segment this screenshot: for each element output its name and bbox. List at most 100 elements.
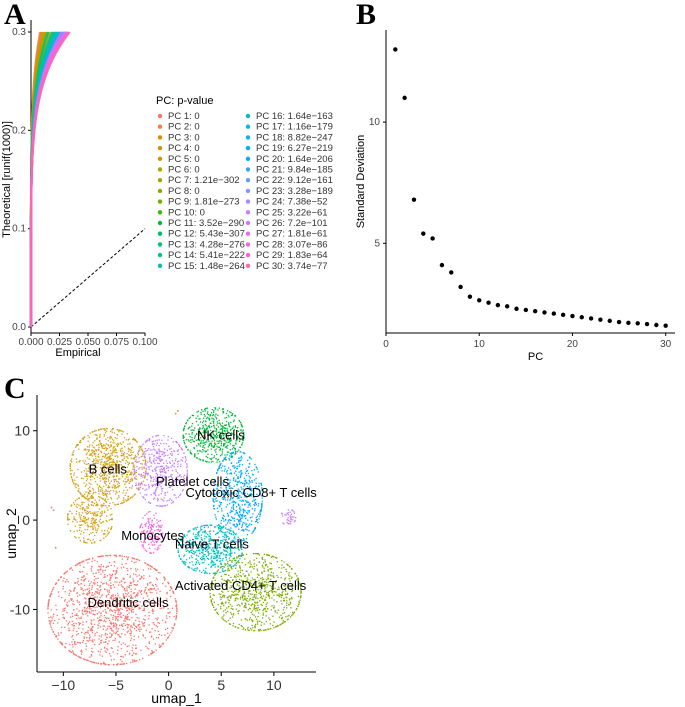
umap-cell bbox=[73, 474, 75, 476]
umap-cell bbox=[110, 614, 112, 616]
umap-cell bbox=[230, 473, 233, 475]
umap-cell bbox=[93, 511, 95, 513]
legend-label: PC 5: 0 bbox=[168, 154, 200, 165]
umap-cell bbox=[246, 501, 248, 503]
umap-cell bbox=[241, 554, 243, 556]
umap-cell bbox=[279, 596, 281, 598]
umap-cell bbox=[188, 530, 190, 533]
umap-cell bbox=[116, 434, 118, 436]
umap-cell bbox=[239, 565, 241, 567]
umap-cell bbox=[231, 568, 233, 570]
umap-cell bbox=[139, 526, 141, 528]
umap-cell bbox=[231, 560, 233, 562]
umap-cell bbox=[218, 550, 220, 552]
umap-cell bbox=[160, 498, 162, 500]
umap-cell bbox=[84, 522, 86, 525]
umap-cell bbox=[134, 478, 136, 480]
umap-cell bbox=[88, 467, 90, 469]
umap-cell bbox=[158, 520, 160, 522]
umap-cell bbox=[214, 408, 217, 410]
umap-cell bbox=[216, 572, 218, 574]
umap-cell bbox=[113, 460, 115, 462]
umap-cell bbox=[107, 606, 109, 609]
umap-cell bbox=[111, 460, 113, 462]
umap-cell bbox=[144, 475, 146, 477]
umap-cell bbox=[160, 442, 162, 445]
umap-cell bbox=[291, 576, 293, 578]
umap-cell bbox=[119, 614, 121, 616]
umap-cell bbox=[226, 554, 228, 556]
umap-cell bbox=[205, 428, 208, 430]
umap-cell bbox=[103, 485, 105, 487]
umap-cell bbox=[232, 497, 234, 499]
umap-cell bbox=[236, 511, 238, 514]
umap-cell bbox=[83, 531, 85, 534]
umap-cell bbox=[112, 639, 114, 642]
umap-cell bbox=[254, 501, 256, 504]
umap-cell bbox=[135, 482, 137, 484]
umap-cell bbox=[122, 459, 124, 461]
umap-cell bbox=[284, 593, 287, 595]
umap-cell bbox=[246, 580, 248, 582]
umap-cell bbox=[170, 502, 173, 504]
umap-cell bbox=[222, 482, 224, 484]
umap-cell bbox=[261, 487, 263, 489]
umap-cell bbox=[47, 606, 49, 608]
umap-cell bbox=[157, 449, 160, 451]
umap-cell bbox=[215, 548, 218, 550]
umap-cell bbox=[126, 466, 128, 468]
umap-cell bbox=[92, 539, 94, 541]
umap-cell bbox=[126, 623, 128, 625]
umap-cell bbox=[84, 460, 87, 462]
umap-cell bbox=[236, 604, 238, 606]
umap-cell bbox=[194, 544, 196, 546]
elbow-point bbox=[570, 313, 575, 319]
umap-cell bbox=[213, 483, 215, 485]
elbow-point bbox=[560, 312, 566, 318]
umap-cell bbox=[82, 437, 84, 439]
umap-cell bbox=[206, 550, 208, 552]
umap-cell bbox=[177, 548, 179, 550]
umap-cell bbox=[248, 581, 250, 583]
umap-cell bbox=[232, 558, 234, 560]
umap-cell bbox=[71, 641, 73, 643]
umap-cell bbox=[178, 555, 181, 558]
umap-cell bbox=[108, 519, 110, 521]
umap-cell bbox=[197, 415, 199, 417]
umap-cell bbox=[87, 558, 89, 561]
umap-cell bbox=[126, 471, 128, 473]
umap-cell bbox=[244, 522, 246, 524]
umap-cell bbox=[252, 474, 254, 476]
umap-cell bbox=[120, 607, 122, 610]
umap-cell bbox=[285, 590, 287, 592]
umap-cell bbox=[76, 521, 78, 523]
umap-cell bbox=[92, 531, 94, 534]
umap-cell bbox=[233, 472, 236, 474]
umap-cell bbox=[243, 485, 245, 487]
umap-cell bbox=[244, 500, 247, 502]
umap-cell bbox=[250, 493, 252, 495]
umap-cell bbox=[142, 544, 144, 546]
umap-cell bbox=[239, 439, 241, 441]
umap-cell bbox=[87, 592, 89, 594]
umap-cell bbox=[229, 511, 231, 514]
umap-cell bbox=[222, 553, 225, 555]
umap-cell bbox=[106, 530, 109, 532]
umap-cell bbox=[169, 486, 171, 488]
umap-cell bbox=[198, 531, 200, 534]
umap-cell bbox=[85, 621, 87, 623]
umap-cell bbox=[76, 564, 78, 566]
umap-cell bbox=[266, 564, 268, 566]
umap-cluster bbox=[66, 494, 113, 544]
umap-cell bbox=[288, 578, 290, 580]
umap-cell bbox=[167, 466, 169, 468]
umap-cell bbox=[156, 519, 158, 521]
umap-cell bbox=[95, 529, 97, 531]
umap-cell bbox=[89, 498, 91, 500]
umap-cell bbox=[255, 503, 257, 506]
umap-cell bbox=[221, 559, 224, 561]
umap-cluster bbox=[177, 524, 243, 575]
umap-cell bbox=[148, 641, 150, 643]
umap-cell bbox=[193, 542, 195, 544]
umap-cell bbox=[111, 513, 113, 515]
